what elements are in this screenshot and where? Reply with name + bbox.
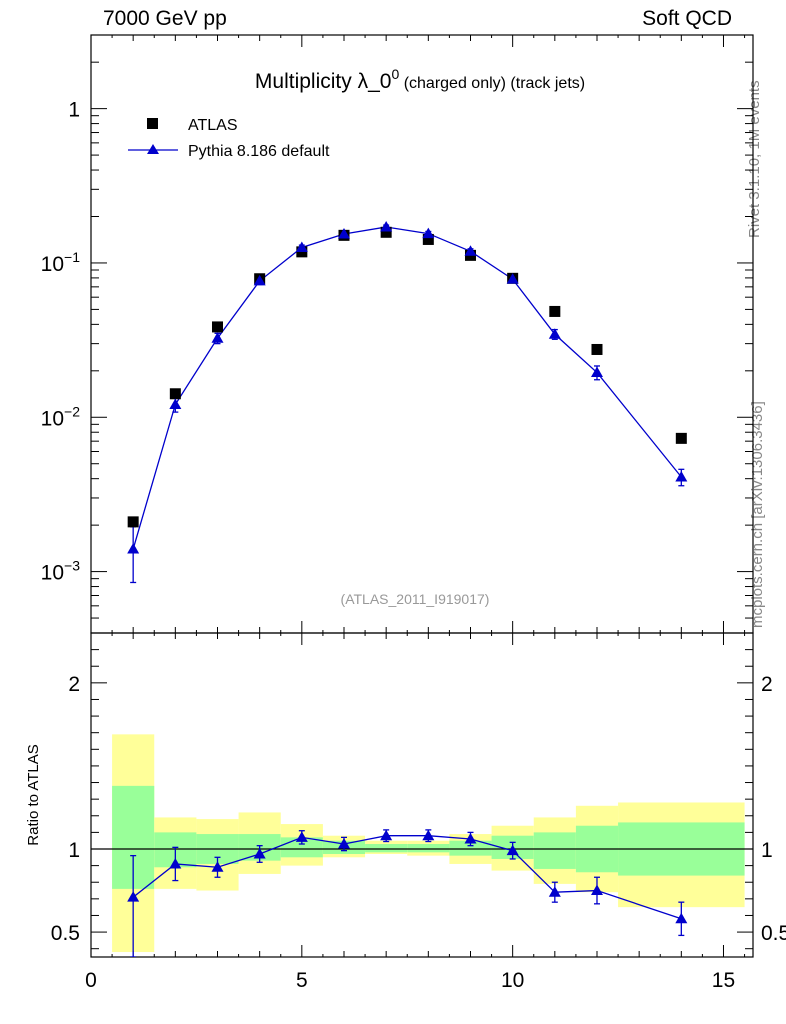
pythia-point xyxy=(506,273,519,284)
x-tick-label: 15 xyxy=(712,969,735,992)
ratio-pythia-point xyxy=(506,844,519,856)
y-tick-label: 10−3 xyxy=(41,558,81,585)
ratio-inner-band xyxy=(533,832,576,869)
ratio-pythia-point xyxy=(295,831,308,842)
ratio-pythia-point xyxy=(422,829,435,841)
pythia-point xyxy=(169,398,182,409)
legend-marker-pythia xyxy=(147,144,159,154)
legend-marker-atlas xyxy=(147,118,158,129)
ratio-inner-band xyxy=(365,844,408,853)
ratio-inner-band xyxy=(449,840,492,856)
ratio-y-tick-label-right: 2 xyxy=(761,673,773,696)
y-tick-label: 1 xyxy=(68,99,80,122)
y-tick-label: 10−2 xyxy=(41,403,81,430)
ratio-inner-band xyxy=(407,844,450,853)
ratio-frame xyxy=(90,632,754,958)
ratio-pythia-point xyxy=(590,884,603,896)
ratio-y-axis-label: Ratio to ATLAS xyxy=(25,744,42,845)
x-tick-label: 0 xyxy=(85,969,97,992)
atlas-point xyxy=(549,305,561,317)
pythia-point xyxy=(253,274,266,286)
atlas-point xyxy=(380,226,392,238)
ratio-y-tick-label-right: 1 xyxy=(761,839,773,862)
pythia-point xyxy=(295,241,308,252)
pythia-point xyxy=(675,471,688,482)
atlas-point xyxy=(127,516,139,528)
ratio-pythia-point xyxy=(127,891,140,902)
atlas-point xyxy=(591,343,603,355)
pythia-point xyxy=(127,543,140,554)
pythia-point xyxy=(211,332,224,343)
ratio-y-tick-label: 0.5 xyxy=(51,922,80,945)
ratio-pythia-point xyxy=(337,838,350,849)
pythia-point xyxy=(548,328,561,339)
chart-title: Multiplicity λ_00 (charged only) (track … xyxy=(255,66,585,93)
ratio-pythia-point xyxy=(211,861,224,872)
atlas-point xyxy=(422,233,434,245)
ratio-bands xyxy=(112,734,745,953)
legend-label-atlas: ATLAS xyxy=(188,117,238,134)
ratio-y-tick-label-right: 0.5 xyxy=(761,922,786,945)
ratio-pythia-point xyxy=(169,857,182,869)
pythia-line xyxy=(132,226,682,550)
analysis-label: (ATLAS_2011_I919017) xyxy=(341,591,490,607)
header-left: 7000 GeV pp xyxy=(103,7,227,30)
ratio-pythia-point xyxy=(548,886,561,897)
pythia-point xyxy=(380,220,393,232)
pythia-point xyxy=(590,366,603,378)
x-tick-label: 10 xyxy=(501,969,524,992)
ratio-y-tick-label: 1 xyxy=(68,839,80,862)
pythia-point xyxy=(422,227,435,239)
atlas-point xyxy=(211,321,223,333)
ratio-inner-band xyxy=(280,837,323,858)
ratio-pythia-point xyxy=(675,912,688,924)
y-tick-label: 10−1 xyxy=(41,249,81,276)
ratio-pythia-point xyxy=(253,847,266,859)
x-tick-label: 5 xyxy=(296,969,308,992)
atlas-point xyxy=(169,388,181,400)
ratio-pythia-point xyxy=(464,833,477,844)
header-right: Soft QCD xyxy=(642,7,732,30)
ratio-pythia-point xyxy=(380,829,393,841)
pythia-point xyxy=(337,228,350,239)
ratio-series xyxy=(127,829,688,957)
pythia-point xyxy=(464,245,477,256)
ratio-y-tick-label: 2 xyxy=(68,673,80,696)
atlas-point xyxy=(675,432,687,444)
legend-label-pythia: Pythia 8.186 default xyxy=(188,143,330,160)
